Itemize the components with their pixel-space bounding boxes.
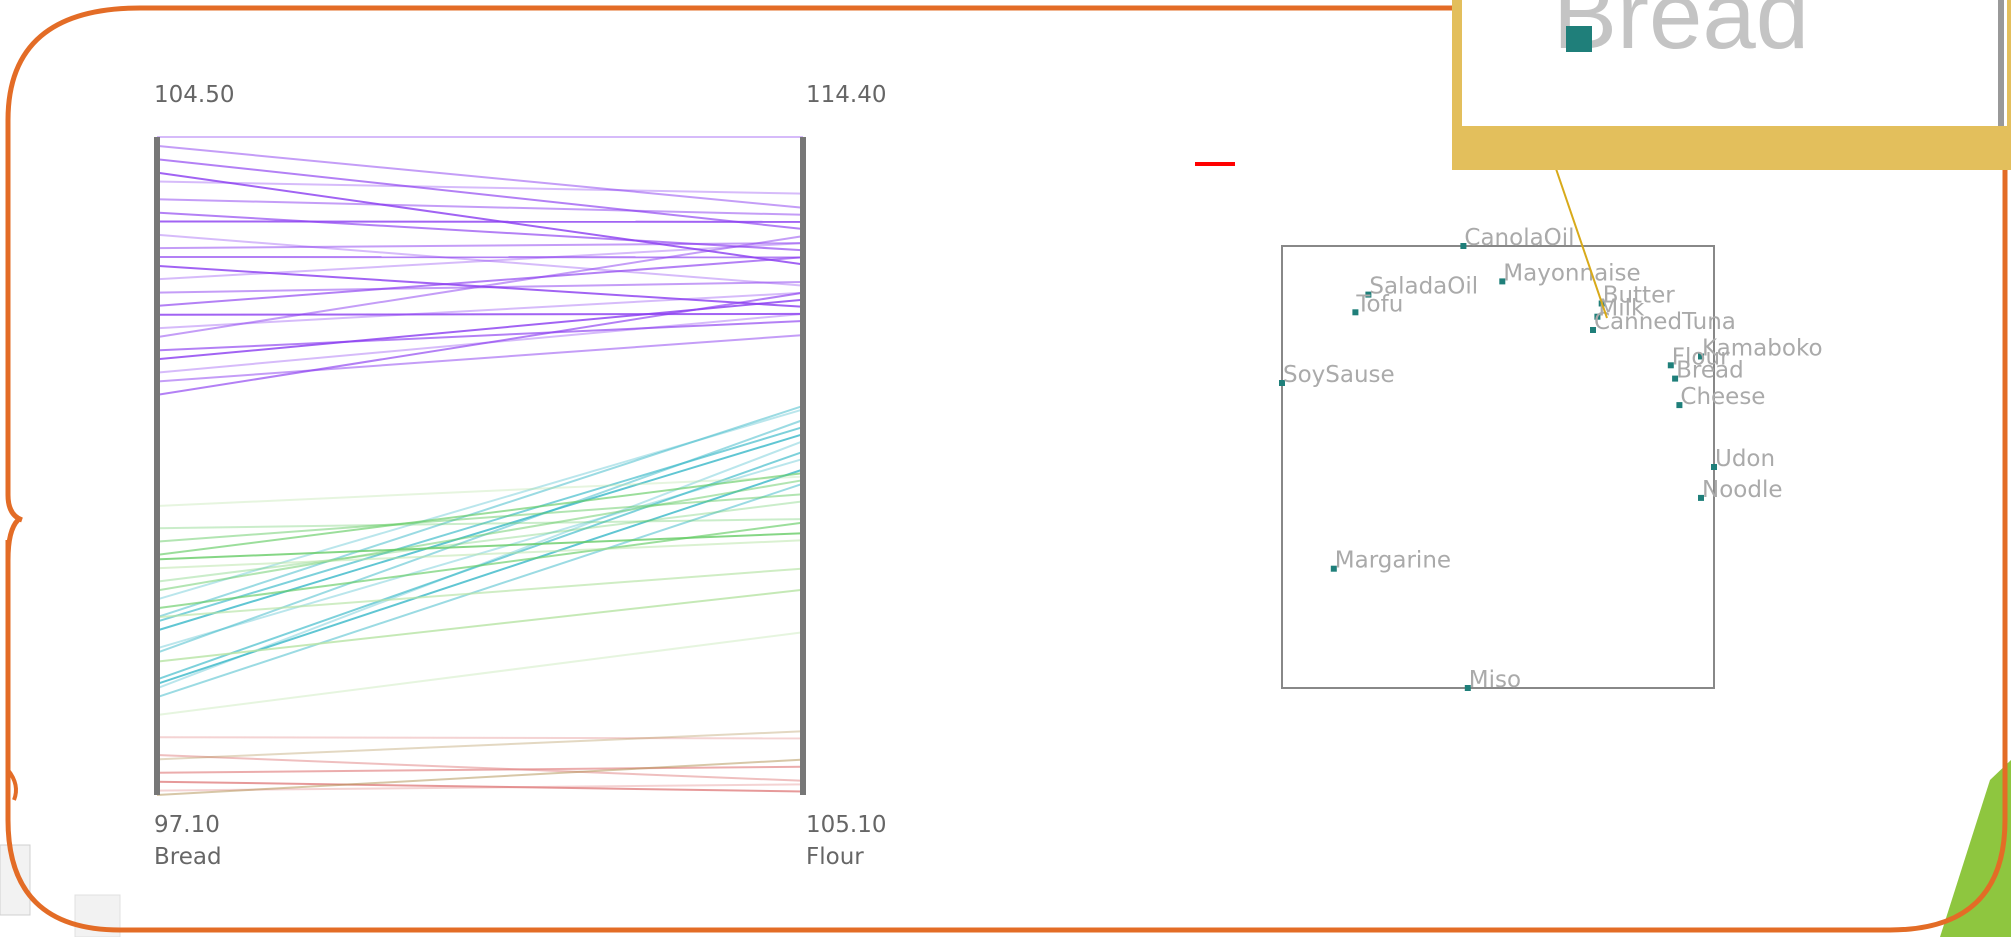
parallel-coordinates-plot bbox=[154, 136, 806, 796]
polyline-green bbox=[156, 500, 804, 583]
polyline-green bbox=[156, 518, 804, 530]
polyline-lightgreen bbox=[156, 631, 804, 716]
polyline-purple bbox=[156, 233, 804, 287]
point-marker[interactable] bbox=[1330, 565, 1337, 572]
polyline-purple bbox=[156, 235, 804, 339]
polyline-lightgreen bbox=[156, 539, 804, 570]
point-marker[interactable] bbox=[1464, 685, 1471, 691]
frame-notch bbox=[6, 768, 18, 801]
left-axis-top-value: 104.50 bbox=[154, 82, 234, 108]
point-label: SaladaOil bbox=[1369, 274, 1478, 300]
point-label: CanolaOil bbox=[1464, 225, 1574, 251]
red-marker bbox=[1195, 162, 1235, 166]
polyline-purple bbox=[156, 334, 804, 383]
point-marker[interactable] bbox=[1667, 362, 1674, 369]
polyline-purple bbox=[156, 242, 804, 281]
polyline-olive bbox=[156, 730, 804, 761]
point-marker[interactable] bbox=[1698, 494, 1704, 501]
point-marker[interactable] bbox=[1352, 309, 1359, 316]
point-label: Flour bbox=[1672, 344, 1730, 370]
point-marker[interactable] bbox=[1590, 327, 1596, 333]
zoom-callout: Bread bbox=[1452, 0, 2011, 170]
right-axis-top-value: 114.40 bbox=[806, 82, 886, 108]
point-label: Bread bbox=[1676, 358, 1744, 384]
point-marker[interactable] bbox=[1365, 291, 1372, 298]
polyline-purple bbox=[156, 144, 804, 209]
polyline-teal bbox=[156, 404, 804, 619]
callout-panel-edge bbox=[1998, 0, 2004, 126]
polyline-lightgreen bbox=[156, 567, 804, 619]
polyline-purple bbox=[156, 291, 804, 330]
polyline-lightgreen bbox=[156, 588, 804, 663]
polyline-green bbox=[156, 493, 804, 543]
point-label: Mayonnaise bbox=[1503, 260, 1640, 286]
point-marker[interactable] bbox=[1698, 353, 1704, 360]
point-marker[interactable] bbox=[1711, 464, 1717, 470]
point-marker[interactable] bbox=[1594, 313, 1601, 320]
point-label: Margarine bbox=[1335, 548, 1451, 574]
point-label: Butter bbox=[1603, 283, 1676, 309]
polyline-red bbox=[156, 765, 804, 774]
polyline-purple bbox=[156, 291, 804, 396]
callout-zoomed-label: Bread bbox=[1553, 0, 1809, 69]
point-label: Miso bbox=[1469, 667, 1521, 693]
polyline-purple bbox=[156, 320, 804, 352]
point-label: CannedTuna bbox=[1594, 309, 1736, 335]
point-label: Noodle bbox=[1702, 477, 1783, 503]
rounded-frame bbox=[5, 5, 2008, 933]
polyline-purple bbox=[156, 171, 804, 266]
point-marker[interactable] bbox=[1279, 380, 1285, 386]
polyline-red bbox=[156, 780, 804, 793]
point-marker[interactable] bbox=[1460, 243, 1467, 249]
polyline-red bbox=[156, 736, 804, 740]
polyline-red bbox=[156, 754, 804, 782]
polyline-purple bbox=[156, 158, 804, 230]
polyline-purple bbox=[156, 198, 804, 216]
polyline-green bbox=[156, 472, 804, 556]
point-label: Cheese bbox=[1680, 384, 1765, 410]
polyline-green bbox=[156, 521, 804, 610]
right-axis-bottom-value: 105.10 bbox=[806, 812, 886, 838]
polyline-purple bbox=[156, 312, 804, 316]
point-label: Udon bbox=[1715, 446, 1775, 472]
callout-inner-panel bbox=[1462, 0, 2007, 126]
polyline-olive bbox=[156, 758, 804, 796]
point-label: SoySause bbox=[1283, 362, 1395, 388]
polyline-teal bbox=[156, 433, 804, 632]
point-marker[interactable] bbox=[1676, 402, 1683, 409]
thumbnail-left bbox=[0, 844, 31, 916]
callout-zoomed-marker bbox=[1566, 26, 1592, 52]
left-axis-bottom-value: 97.10 bbox=[154, 812, 220, 838]
left-axis-name: Bread bbox=[154, 844, 222, 870]
polyline-purple bbox=[156, 242, 804, 250]
point-label: Tofu bbox=[1355, 291, 1403, 317]
right-axis-name: Flour bbox=[806, 844, 864, 870]
polyline-teal bbox=[156, 468, 804, 685]
polyline-green bbox=[156, 479, 804, 592]
polyline-teal bbox=[156, 482, 804, 699]
green-strip-decoration bbox=[1940, 760, 2011, 937]
point-marker[interactable] bbox=[1672, 375, 1679, 382]
polyline-lightgreen bbox=[156, 475, 804, 507]
point-label: Kamaboko bbox=[1702, 336, 1823, 362]
polyline-purple bbox=[156, 256, 804, 307]
polyline-purple bbox=[156, 180, 804, 195]
point-marker[interactable] bbox=[1499, 278, 1506, 285]
